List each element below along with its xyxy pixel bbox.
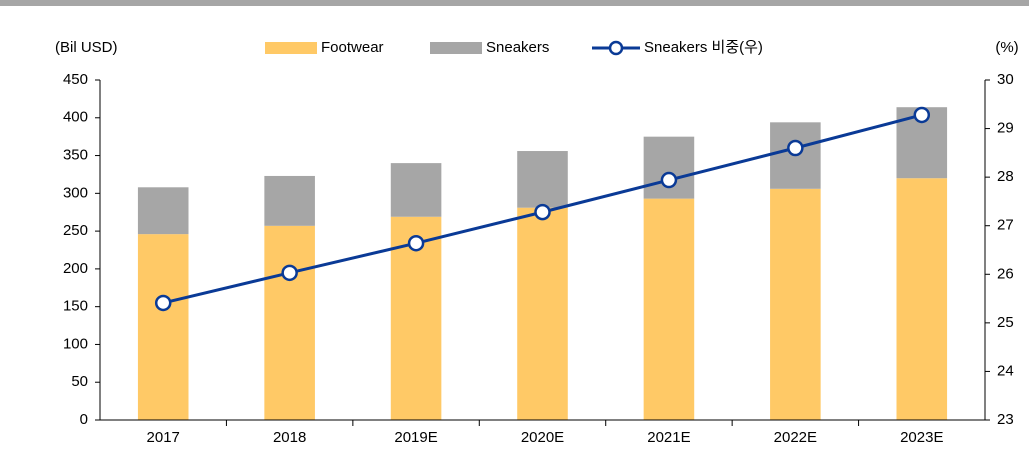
legend-label: Footwear <box>321 39 384 56</box>
y-tick-label: 450 <box>63 71 88 88</box>
bar-segment <box>137 187 189 235</box>
marker <box>407 234 425 252</box>
y-tick-label: 0 <box>80 411 88 428</box>
y-tick-label: 50 <box>71 373 88 390</box>
bar-segment <box>137 234 189 420</box>
bar-segment <box>264 175 315 226</box>
y2-tick-label: 28 <box>997 168 1014 185</box>
x-tick-label: 2021E <box>647 429 690 446</box>
bar-segment <box>517 151 568 208</box>
y-tick-label: 100 <box>63 335 88 352</box>
bar-segment <box>770 188 821 420</box>
bar-segment <box>390 163 442 217</box>
y2-tick-label: 23 <box>997 411 1014 428</box>
y2-tick-label: 24 <box>997 362 1014 379</box>
x-tick-label: 2020E <box>521 429 564 446</box>
y-axis-label: (Bil USD) <box>55 39 118 56</box>
y2-axis-label: (%) <box>995 39 1018 56</box>
y-tick-label: 150 <box>63 298 88 315</box>
x-tick-label: 2023E <box>900 429 943 446</box>
x-tick-label: 2022E <box>774 429 817 446</box>
marker <box>534 203 551 221</box>
y2-tick-label: 26 <box>997 265 1014 282</box>
top-rule <box>0 0 1029 6</box>
x-tick-label: 2018 <box>273 429 306 446</box>
legend-swatch <box>265 42 317 54</box>
legend-marker <box>608 40 624 56</box>
marker <box>913 106 931 124</box>
legend-label: Sneakers 비중(우) <box>644 39 763 56</box>
y-tick-label: 350 <box>63 147 88 164</box>
y2-tick-label: 29 <box>997 120 1014 137</box>
legend-label: Sneakers <box>486 39 549 56</box>
bar-segment <box>643 136 695 199</box>
y2-tick-label: 25 <box>997 314 1014 331</box>
x-tick-label: 2017 <box>147 429 180 446</box>
y-tick-label: 400 <box>63 109 88 126</box>
y2-tick-label: 30 <box>997 71 1014 88</box>
marker <box>281 264 298 282</box>
marker <box>154 294 172 312</box>
legend-swatch <box>430 42 482 54</box>
x-tick-label: 2019E <box>394 429 437 446</box>
y-tick-label: 200 <box>63 260 88 277</box>
bar-segment <box>643 198 695 420</box>
marker <box>660 171 678 189</box>
bar-segment <box>264 225 315 420</box>
y-tick-label: 250 <box>63 222 88 239</box>
y2-tick-label: 27 <box>997 217 1014 234</box>
bar-segment <box>896 178 948 420</box>
y-tick-label: 300 <box>63 184 88 201</box>
marker <box>787 139 804 157</box>
bar-segment <box>517 207 568 420</box>
